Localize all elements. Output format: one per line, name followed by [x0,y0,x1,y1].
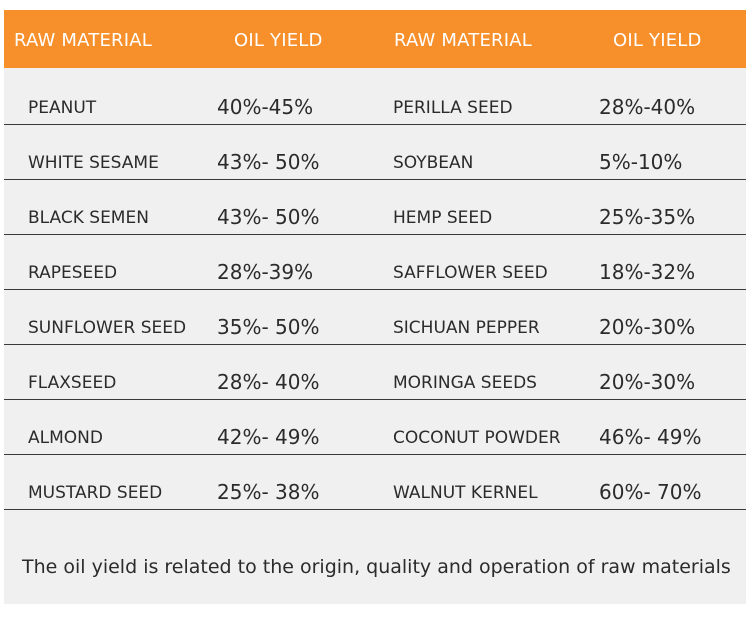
raw-material-cell: RAPESEED [28,263,118,283]
oil-yield-cell: 28%-39% [217,260,314,284]
oil-yield-cell: 25%- 38% [217,480,320,504]
oil-yield-cell: 28%- 40% [217,370,320,394]
table-row: PEANUT 40%-45% PERILLA SEED 28%-40% [4,70,746,125]
oil-yield-cell: 43%- 50% [217,205,320,229]
header-raw-material-left: RAW MATERIAL [14,30,152,51]
oil-yield-table: RAW MATERIAL OIL YIELD RAW MATERIAL OIL … [4,10,746,604]
oil-yield-cell: 25%-35% [599,205,696,229]
raw-material-cell: PERILLA SEED [393,98,513,118]
table-row: FLAXSEED 28%- 40% MORINGA SEEDS 20%-30% [4,345,746,400]
table-row: ALMOND 42%- 49% COCONUT POWDER 46%- 49% [4,400,746,455]
oil-yield-cell: 43%- 50% [217,150,320,174]
table-body: PEANUT 40%-45% PERILLA SEED 28%-40% WHIT… [4,70,746,510]
table-row: RAPESEED 28%-39% SAFFLOWER SEED 18%-32% [4,235,746,290]
raw-material-cell: PEANUT [28,98,97,118]
table-row: MUSTARD SEED 25%- 38% WALNUT KERNEL 60%-… [4,455,746,510]
oil-yield-cell: 20%-30% [599,370,696,394]
oil-yield-cell: 40%-45% [217,95,314,119]
raw-material-cell: SAFFLOWER SEED [393,263,548,283]
raw-material-cell: WHITE SESAME [28,153,159,173]
footnote: The oil yield is related to the origin, … [22,556,731,578]
raw-material-cell: ALMOND [28,428,103,448]
table-row: BLACK SEMEN 43%- 50% HEMP SEED 25%-35% [4,180,746,235]
oil-yield-cell: 42%- 49% [217,425,320,449]
raw-material-cell: COCONUT POWDER [393,428,561,448]
oil-yield-cell: 28%-40% [599,95,696,119]
raw-material-cell: SICHUAN PEPPER [393,318,540,338]
table-header: RAW MATERIAL OIL YIELD RAW MATERIAL OIL … [4,10,746,68]
oil-yield-cell: 60%- 70% [599,480,702,504]
oil-yield-cell: 5%-10% [599,150,683,174]
raw-material-cell: WALNUT KERNEL [393,483,538,503]
oil-yield-cell: 18%-32% [599,260,696,284]
header-oil-yield-left: OIL YIELD [234,30,323,51]
raw-material-cell: MORINGA SEEDS [393,373,537,393]
oil-yield-cell: 46%- 49% [599,425,702,449]
raw-material-cell: BLACK SEMEN [28,208,149,228]
table-row: WHITE SESAME 43%- 50% SOYBEAN 5%-10% [4,125,746,180]
raw-material-cell: SOYBEAN [393,153,474,173]
header-oil-yield-right: OIL YIELD [613,30,702,51]
raw-material-cell: MUSTARD SEED [28,483,163,503]
raw-material-cell: HEMP SEED [393,208,493,228]
header-raw-material-right: RAW MATERIAL [394,30,532,51]
table-row: SUNFLOWER SEED 35%- 50% SICHUAN PEPPER 2… [4,290,746,345]
raw-material-cell: SUNFLOWER SEED [28,318,187,338]
oil-yield-cell: 35%- 50% [217,315,320,339]
oil-yield-cell: 20%-30% [599,315,696,339]
raw-material-cell: FLAXSEED [28,373,117,393]
